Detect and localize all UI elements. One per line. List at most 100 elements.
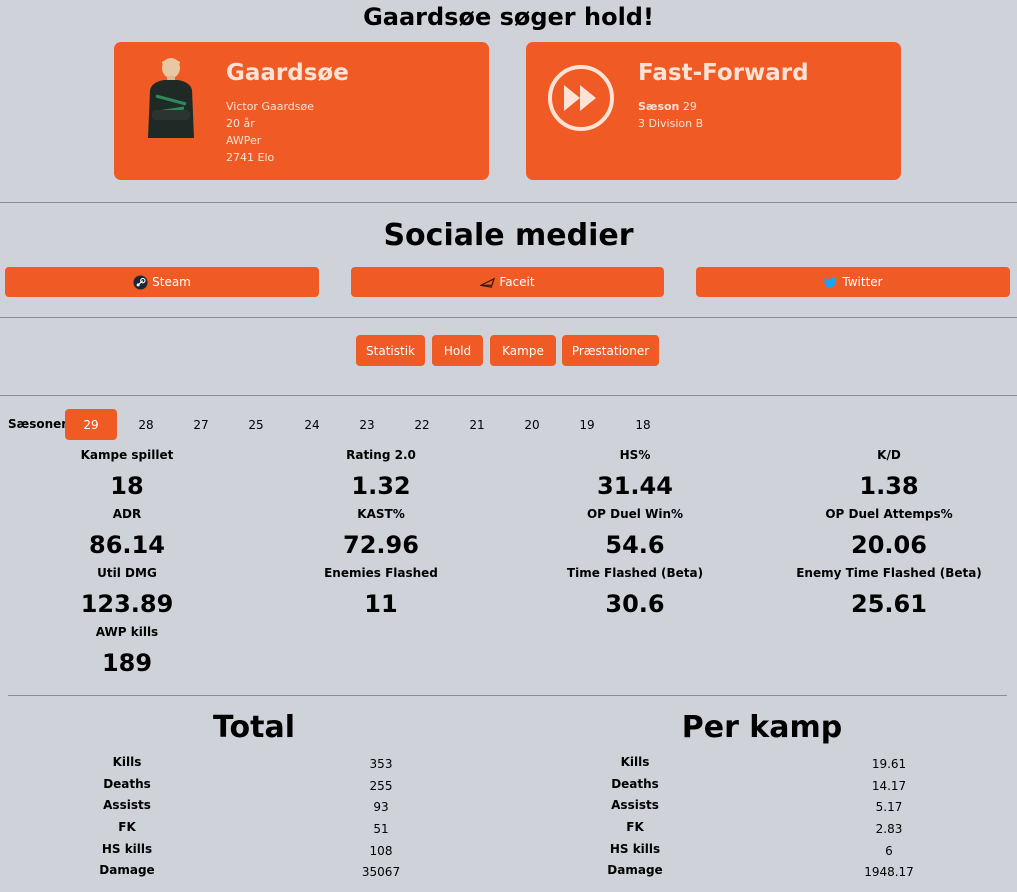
player-role: AWPer — [226, 134, 262, 147]
player-name: Gaardsøe — [226, 60, 349, 86]
row-value: 35067 — [361, 865, 401, 879]
row-key: HS kills — [609, 842, 661, 856]
per-game-row-kills: Kills 19.61 — [508, 755, 1016, 777]
per-game-row-deaths: Deaths 14.17 — [508, 777, 1016, 799]
row-key: Assists — [103, 798, 151, 812]
stat-label: AWP kills — [95, 625, 159, 639]
total-row-damage: Damage 35067 — [0, 863, 508, 885]
divider — [0, 202, 1017, 203]
row-key: Kills — [112, 755, 142, 769]
stat-awp-kills: AWP kills 189 — [0, 625, 254, 679]
season-29[interactable]: 29 — [65, 409, 117, 440]
steam-icon — [133, 274, 148, 290]
total-row-fk: FK 51 — [0, 820, 508, 842]
stat-util-dmg: Util DMG 123.89 — [0, 566, 254, 620]
row-key: FK — [626, 820, 644, 834]
season-20[interactable]: 20 — [524, 417, 540, 432]
divider — [0, 395, 1017, 396]
season-24[interactable]: 24 — [304, 417, 320, 432]
row-value: 255 — [369, 779, 393, 793]
season-25[interactable]: 25 — [248, 417, 264, 432]
per-game-row-hs-kills: HS kills 6 — [508, 842, 1016, 864]
stat-label: OP Duel Win% — [586, 507, 684, 521]
tab-hold[interactable]: Hold — [432, 335, 483, 366]
stat-adr: ADR 86.14 — [0, 507, 254, 561]
stat-label: Util DMG — [97, 566, 157, 580]
row-key: FK — [118, 820, 136, 834]
steam-button[interactable]: Steam — [5, 267, 319, 297]
season-19[interactable]: 19 — [579, 417, 595, 432]
stat-label: Enemies Flashed — [324, 566, 438, 580]
stat-label: Enemy Time Flashed (Beta) — [796, 566, 982, 580]
stat-time-flashed: Time Flashed (Beta) 30.6 — [508, 566, 762, 620]
season-21[interactable]: 21 — [469, 417, 485, 432]
stat-value: 1.32 — [351, 472, 411, 500]
per-game-title: Per kamp — [681, 710, 843, 745]
stat-label: Rating 2.0 — [346, 448, 416, 462]
stat-enemies-flashed: Enemies Flashed 11 — [254, 566, 508, 620]
faceit-icon — [480, 277, 496, 288]
stat-enemy-time-flashed: Enemy Time Flashed (Beta) 25.61 — [762, 566, 1016, 620]
row-key: Damage — [99, 863, 155, 877]
divider — [8, 695, 1007, 696]
stat-label: Kampe spillet — [80, 448, 174, 462]
season-23[interactable]: 23 — [359, 417, 375, 432]
tab-praestationer[interactable]: Præstationer — [562, 335, 659, 366]
tab-kampe[interactable]: Kampe — [490, 335, 556, 366]
season-27[interactable]: 27 — [193, 417, 209, 432]
per-game-row-fk: FK 2.83 — [508, 820, 1016, 842]
team-season-label: Sæson — [638, 100, 680, 113]
stat-value: 31.44 — [597, 472, 673, 500]
row-key: HS kills — [101, 842, 153, 856]
stat-label: Time Flashed (Beta) — [566, 566, 704, 580]
fast-forward-logo-icon — [548, 65, 614, 131]
team-division: 3 Division B — [638, 117, 704, 130]
stat-value: 11 — [364, 590, 398, 618]
stat-value: 189 — [101, 649, 153, 677]
total-row-kills: Kills 353 — [0, 755, 508, 777]
player-card: Gaardsøe Victor Gaardsøe 20 år AWPer 274… — [114, 42, 489, 180]
stat-value: 123.89 — [80, 590, 174, 618]
team-season-value: 29 — [682, 100, 697, 113]
stat-value: 86.14 — [89, 531, 165, 559]
row-value: 19.61 — [871, 757, 907, 771]
stat-kd: K/D 1.38 — [762, 448, 1016, 502]
stat-value: 30.6 — [605, 590, 665, 618]
team-season: Sæson 29 — [638, 98, 703, 115]
steam-label: Steam — [152, 275, 191, 289]
stat-label: KAST% — [357, 507, 405, 521]
row-value: 2.83 — [875, 822, 903, 836]
page-title: Gaardsøe søger hold! — [363, 3, 654, 31]
stat-value: 20.06 — [851, 531, 927, 559]
row-value: 1948.17 — [864, 865, 914, 879]
social-title: Sociale medier — [383, 218, 634, 253]
twitter-label: Twitter — [842, 275, 883, 289]
stat-kast: KAST% 72.96 — [254, 507, 508, 561]
row-value: 353 — [369, 757, 393, 771]
stat-value: 25.61 — [851, 590, 927, 618]
tab-statistik[interactable]: Statistik — [356, 335, 425, 366]
season-22[interactable]: 22 — [414, 417, 430, 432]
stat-value: 1.38 — [859, 472, 919, 500]
stat-label: ADR — [112, 507, 142, 521]
season-28[interactable]: 28 — [138, 417, 154, 432]
faceit-button[interactable]: Faceit — [351, 267, 664, 297]
row-key: Deaths — [103, 777, 151, 791]
stat-kampe-spillet: Kampe spillet 18 — [0, 448, 254, 502]
twitter-button[interactable]: Twitter — [696, 267, 1010, 297]
season-18[interactable]: 18 — [635, 417, 651, 432]
total-row-assists: Assists 93 — [0, 798, 508, 820]
per-game-row-damage: Damage 1948.17 — [508, 863, 1016, 885]
twitter-icon — [824, 276, 838, 288]
stat-op-duel-win: OP Duel Win% 54.6 — [508, 507, 762, 561]
stat-rating: Rating 2.0 1.32 — [254, 448, 508, 502]
stat-value: 54.6 — [605, 531, 665, 559]
stat-op-duel-attempts: OP Duel Attemps% 20.06 — [762, 507, 1016, 561]
total-row-deaths: Deaths 255 — [0, 777, 508, 799]
row-key: Damage — [607, 863, 663, 877]
total-row-hs-kills: HS kills 108 — [0, 842, 508, 864]
row-key: Kills — [620, 755, 650, 769]
row-value: 6 — [885, 844, 893, 858]
team-card[interactable]: Fast-Forward Sæson 29 3 Division B — [526, 42, 901, 180]
per-game-row-assists: Assists 5.17 — [508, 798, 1016, 820]
